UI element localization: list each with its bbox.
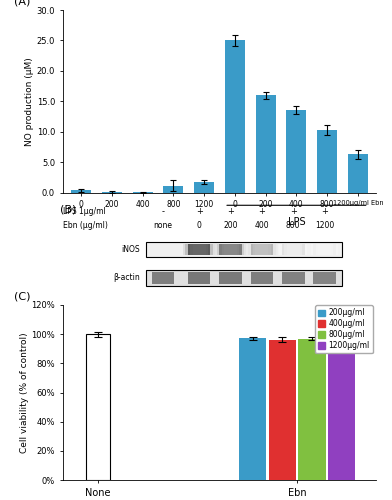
- Bar: [269, 340, 296, 480]
- Bar: [185, 244, 208, 254]
- Bar: [246, 244, 269, 254]
- Y-axis label: NO production (μM): NO production (μM): [25, 57, 34, 146]
- Bar: [282, 272, 305, 283]
- Bar: [317, 130, 337, 192]
- Bar: [348, 154, 368, 192]
- Bar: [183, 244, 206, 254]
- Bar: [191, 244, 213, 254]
- Bar: [285, 244, 307, 254]
- Text: +: +: [290, 207, 297, 216]
- Bar: [311, 244, 333, 254]
- Bar: [214, 244, 237, 254]
- Bar: [279, 244, 302, 254]
- Text: (C): (C): [14, 292, 31, 302]
- Bar: [194, 182, 214, 192]
- Bar: [146, 242, 342, 257]
- Bar: [256, 95, 276, 192]
- Bar: [328, 341, 355, 480]
- Bar: [282, 244, 305, 255]
- Bar: [188, 272, 211, 283]
- Text: (A): (A): [14, 0, 31, 6]
- Bar: [250, 272, 273, 283]
- Text: 200: 200: [223, 221, 238, 230]
- Text: Ebn (μg/ml): Ebn (μg/ml): [63, 221, 107, 230]
- Bar: [219, 272, 242, 283]
- Text: +: +: [196, 207, 203, 216]
- Bar: [250, 244, 273, 255]
- Text: 800: 800: [286, 221, 300, 230]
- Bar: [224, 244, 247, 254]
- Bar: [217, 244, 239, 254]
- Bar: [146, 270, 342, 285]
- Text: 0: 0: [197, 221, 201, 230]
- Bar: [192, 244, 215, 254]
- Text: +: +: [321, 207, 328, 216]
- Text: (B): (B): [60, 205, 76, 215]
- Text: none: none: [154, 221, 172, 230]
- Bar: [188, 244, 211, 255]
- Bar: [225, 40, 245, 192]
- Text: iNOS: iNOS: [121, 245, 140, 254]
- Bar: [222, 244, 244, 254]
- Text: LPS 1μg/ml: LPS 1μg/ml: [63, 207, 105, 216]
- Bar: [298, 339, 325, 480]
- Bar: [239, 338, 266, 480]
- Legend: 200μg/ml, 400μg/ml, 800μg/ml, 1200μg/ml: 200μg/ml, 400μg/ml, 800μg/ml, 1200μg/ml: [315, 306, 372, 353]
- Bar: [287, 110, 307, 192]
- Bar: [248, 244, 270, 254]
- Text: 1200: 1200: [315, 221, 334, 230]
- Bar: [152, 272, 174, 283]
- Text: LPS: LPS: [288, 217, 305, 227]
- Text: β-actin: β-actin: [113, 274, 140, 282]
- Text: +: +: [227, 207, 234, 216]
- Bar: [316, 244, 338, 254]
- Bar: [309, 244, 331, 254]
- Bar: [287, 244, 309, 254]
- Bar: [71, 190, 91, 192]
- Bar: [163, 186, 183, 192]
- Bar: [313, 272, 336, 283]
- Text: -: -: [162, 207, 165, 216]
- Text: +: +: [258, 207, 265, 216]
- Bar: [313, 244, 336, 255]
- Bar: [318, 244, 341, 254]
- Bar: [219, 244, 242, 255]
- Text: 400: 400: [254, 221, 269, 230]
- Bar: [255, 244, 278, 254]
- Bar: [86, 334, 110, 480]
- Bar: [253, 244, 276, 254]
- Y-axis label: Cell viability (% of control): Cell viability (% of control): [20, 332, 29, 453]
- Bar: [277, 244, 300, 254]
